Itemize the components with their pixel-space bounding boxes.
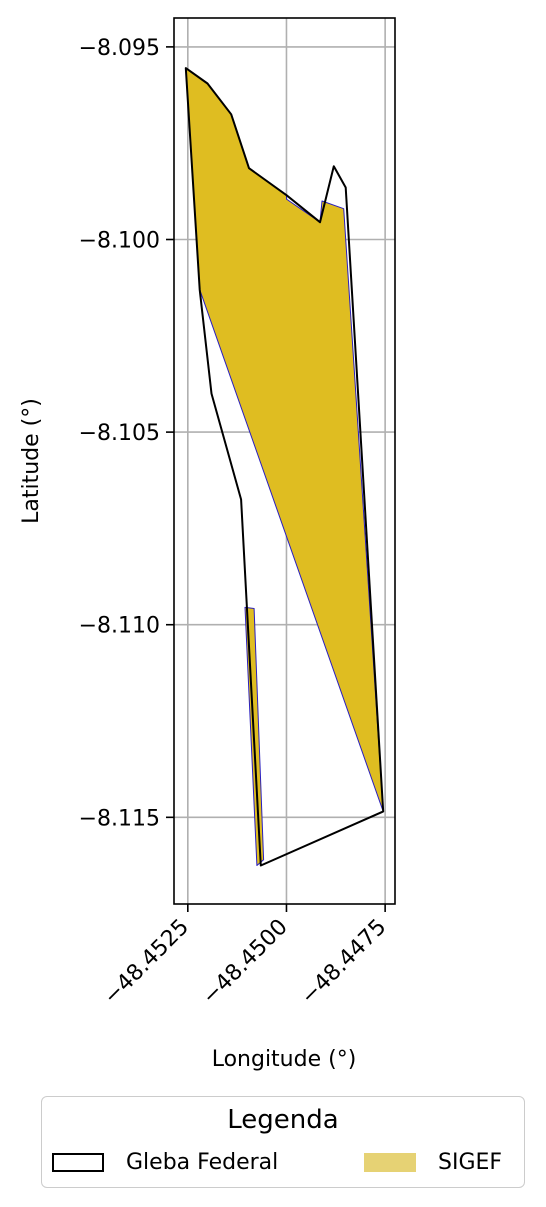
y-tick-label: −8.100 [79, 229, 160, 254]
gleba-federal-boundary [184, 67, 385, 867]
map-figure: −48.4525 −48.4500 −48.4475 −8.095 −8.100 −8.1… [19, 17, 396, 1072]
y-tick-label: −8.110 [79, 614, 160, 639]
x-tick-label: −48.4500 [198, 915, 293, 1010]
map-polygons [184, 67, 385, 867]
legend: Legenda Gleba Federal SIGEF [41, 1096, 525, 1188]
axes-frame [173, 17, 396, 905]
sigef-parcel-1 [185, 67, 384, 812]
legend-label-sigef: SIGEF [438, 1149, 503, 1175]
legend-label-gleba: Gleba Federal [126, 1149, 279, 1175]
y-axis-label: Latitude (°) [19, 398, 44, 524]
y-tick-label: −8.105 [79, 421, 160, 446]
legend-item-sigef: SIGEF [364, 1149, 502, 1175]
x-axis-label: Longitude (°) [212, 1047, 357, 1072]
legend-swatch-gleba [52, 1152, 104, 1172]
legend-item-gleba: Gleba Federal [52, 1149, 278, 1175]
y-tick-label: −8.115 [79, 806, 160, 831]
x-tick-label: −48.4525 [99, 915, 194, 1010]
legend-title: Legenda [227, 1105, 339, 1135]
y-tick-label: −8.095 [79, 36, 160, 61]
legend-swatch-sigef [364, 1152, 416, 1172]
x-tick-label: −48.4475 [296, 915, 391, 1010]
